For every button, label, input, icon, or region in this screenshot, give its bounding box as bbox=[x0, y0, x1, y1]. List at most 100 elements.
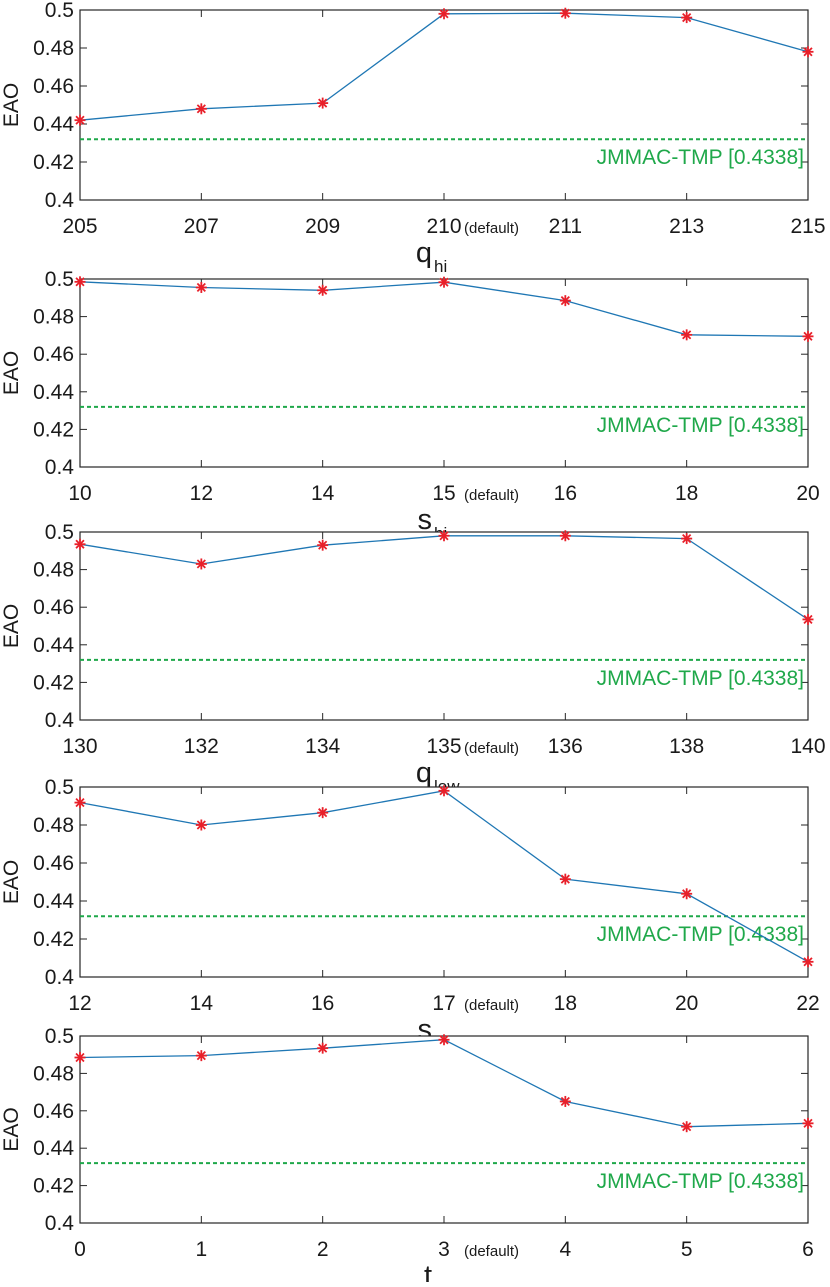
x-tick-label: 130 bbox=[62, 735, 97, 758]
y-tick-label: 0.5 bbox=[45, 268, 74, 291]
data-point bbox=[438, 530, 450, 542]
baseline-label: JMMAC-TMP [0.4338] bbox=[597, 414, 804, 437]
marker-stroke bbox=[196, 820, 206, 830]
x-tick-label: 134 bbox=[305, 735, 340, 758]
y-axis-label: EAO bbox=[0, 1107, 23, 1151]
x-axis-label: q bbox=[416, 757, 432, 789]
data-point bbox=[802, 956, 814, 968]
baseline-label: JMMAC-TMP [0.4338] bbox=[597, 146, 804, 169]
marker-stroke bbox=[560, 874, 570, 884]
marker-stroke bbox=[803, 614, 813, 625]
x-axis-label-sub: hi bbox=[434, 257, 447, 276]
y-tick-label: 0.44 bbox=[33, 890, 74, 913]
baseline-label: JMMAC-TMP [0.4338] bbox=[597, 923, 804, 946]
marker-stroke bbox=[803, 47, 813, 57]
x-axis-label-main: q bbox=[416, 757, 432, 789]
x-tick-label: 132 bbox=[184, 735, 219, 758]
data-point bbox=[802, 46, 814, 58]
data-point bbox=[195, 281, 207, 293]
x-tick-label: 16 bbox=[311, 992, 334, 1015]
plot-frame bbox=[79, 9, 809, 201]
x-axis-label-main: q bbox=[416, 237, 432, 269]
marker-stroke bbox=[682, 533, 692, 544]
y-tick-label: 0.44 bbox=[33, 113, 74, 136]
data-point bbox=[74, 114, 86, 126]
y-tick-label: 0.4 bbox=[45, 456, 75, 479]
marker-stroke bbox=[560, 296, 570, 306]
marker-stroke bbox=[318, 1043, 328, 1053]
y-tick-label: 0.48 bbox=[33, 814, 74, 837]
x-tick-label: 18 bbox=[554, 992, 577, 1015]
x-axis-label-main: t bbox=[424, 1260, 432, 1282]
x-tick-label: 5 bbox=[681, 1238, 693, 1261]
y-tick-label: 0.5 bbox=[45, 776, 74, 799]
baseline-label: JMMAC-TMP [0.4338] bbox=[597, 1170, 804, 1193]
x-tick-label: 20 bbox=[675, 992, 698, 1015]
marker-stroke bbox=[560, 531, 570, 541]
x-tick-label: 1 bbox=[195, 1238, 207, 1261]
marker-stroke bbox=[439, 531, 449, 541]
x-tick-label: 210 bbox=[426, 215, 461, 238]
y-tick-label: 0.4 bbox=[45, 709, 75, 732]
data-point bbox=[681, 533, 693, 545]
y-tick-label: 0.44 bbox=[33, 381, 74, 404]
x-axis-label: t bbox=[424, 1260, 432, 1282]
x-tick-label: 211 bbox=[549, 215, 582, 238]
plot-frame bbox=[79, 1035, 809, 1224]
y-axis-label: EAO bbox=[0, 83, 23, 127]
marker-stroke bbox=[75, 115, 85, 125]
data-point bbox=[317, 539, 329, 551]
x-tick-label: 207 bbox=[184, 215, 219, 238]
y-tick-label: 0.5 bbox=[45, 1025, 74, 1048]
y-axis-label: EAO bbox=[0, 604, 23, 648]
y-tick-label: 0.48 bbox=[33, 306, 74, 329]
chart-panel-2: 0.4 0.42 0.44 0.46 0.48 0.5 10 12 14 15 16 18 20 (def… bbox=[0, 268, 820, 543]
data-point bbox=[802, 1117, 814, 1129]
x-tick-label: 15 bbox=[432, 482, 455, 505]
x-tick-label: 12 bbox=[68, 992, 91, 1015]
marker-stroke bbox=[318, 285, 328, 295]
data-point bbox=[317, 807, 329, 819]
y-tick-label: 0.5 bbox=[45, 521, 74, 544]
data-point bbox=[681, 329, 693, 341]
data-point bbox=[195, 819, 207, 831]
y-tick-label: 0.46 bbox=[33, 596, 74, 619]
data-point bbox=[681, 1121, 693, 1133]
data-point bbox=[438, 785, 450, 797]
marker-stroke bbox=[75, 1052, 85, 1063]
y-tick-label: 0.42 bbox=[33, 928, 74, 951]
data-point bbox=[802, 330, 814, 342]
default-note: (default) bbox=[464, 997, 519, 1014]
x-tick-label: 215 bbox=[790, 215, 825, 238]
y-tick-label: 0.48 bbox=[33, 1062, 74, 1085]
x-axis-label: s bbox=[418, 504, 433, 536]
data-point bbox=[195, 1050, 207, 1062]
data-point bbox=[559, 295, 571, 307]
x-tick-label: 4 bbox=[559, 1238, 571, 1261]
marker-stroke bbox=[803, 1118, 813, 1128]
x-tick-label: 16 bbox=[554, 482, 577, 505]
data-point bbox=[559, 873, 571, 885]
y-tick-label: 0.46 bbox=[33, 343, 74, 366]
y-tick-label: 0.4 bbox=[45, 189, 75, 212]
data-point bbox=[195, 103, 207, 115]
y-tick-label: 0.5 bbox=[45, 0, 74, 22]
marker-stroke bbox=[803, 957, 813, 967]
data-point bbox=[681, 12, 693, 24]
chart-panel-3: 0.4 0.42 0.44 0.46 0.48 0.5 130 132 134 135 136 138… bbox=[0, 521, 826, 796]
default-note: (default) bbox=[464, 1243, 519, 1260]
data-point bbox=[74, 797, 86, 809]
plot-frame bbox=[79, 278, 809, 468]
data-point bbox=[195, 558, 207, 570]
x-tick-label: 138 bbox=[669, 735, 704, 758]
data-point bbox=[74, 1052, 86, 1064]
x-tick-label: 136 bbox=[548, 735, 583, 758]
x-tick-label: 20 bbox=[796, 482, 819, 505]
x-tick-label: 209 bbox=[305, 215, 340, 238]
x-tick-label: 140 bbox=[790, 735, 825, 758]
chart-panel-1: 0.4 0.42 0.44 0.46 0.48 0.5 205 207 209 210 211 213… bbox=[0, 0, 826, 276]
marker-stroke bbox=[682, 330, 692, 340]
marker-stroke bbox=[803, 331, 813, 341]
y-tick-label: 0.42 bbox=[33, 418, 74, 441]
